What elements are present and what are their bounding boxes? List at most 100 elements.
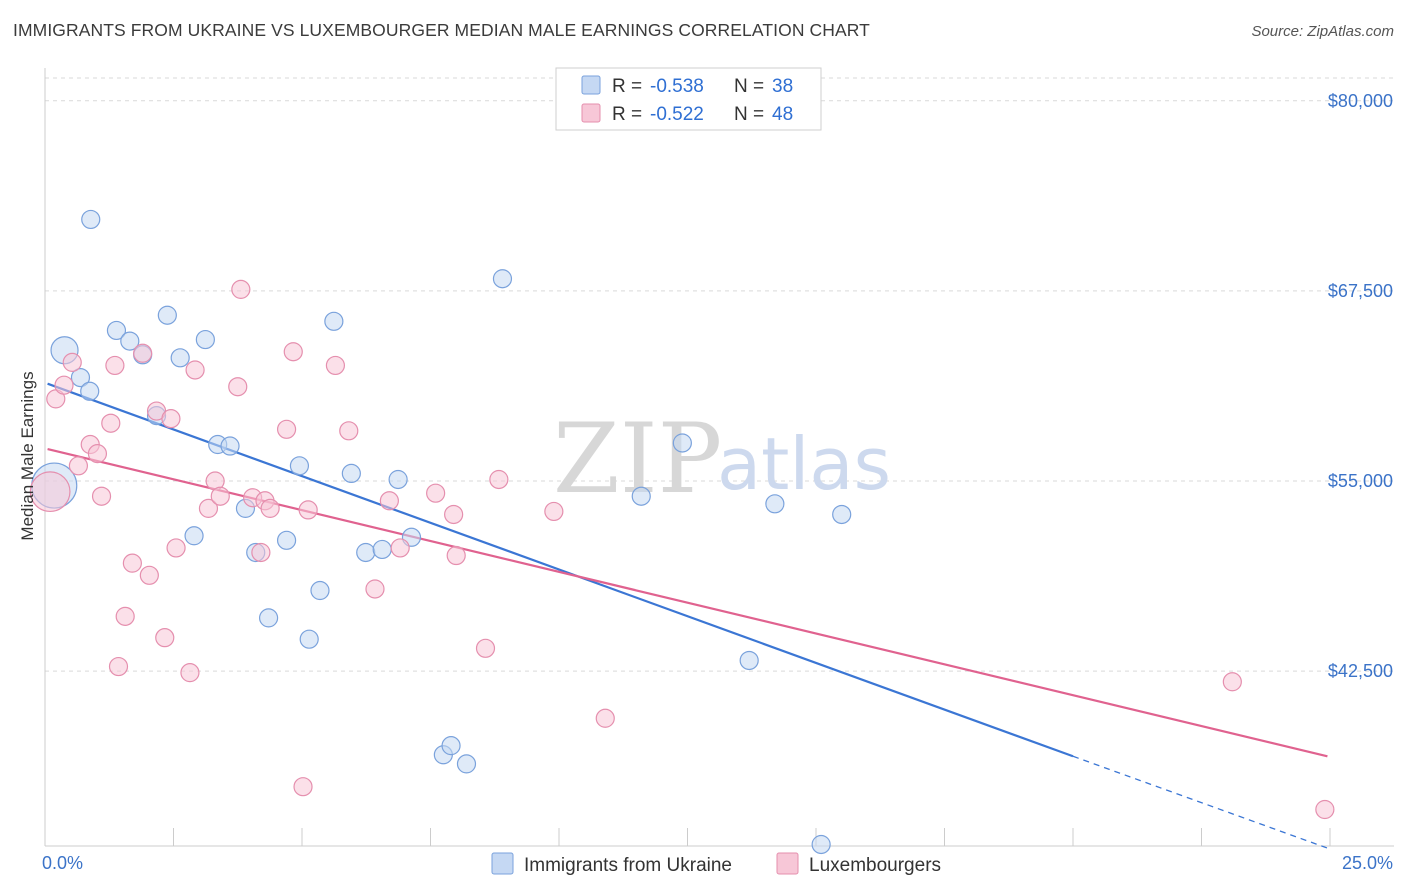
luxembourger-point [390,538,410,558]
ukraine-point [184,526,204,546]
ukraine-point [310,580,330,601]
y-tick-label-2: $67,500 [1328,281,1393,301]
source-credit: Source: ZipAtlas.com [1251,23,1394,40]
luxembourger-point [298,500,318,520]
luxembourger-point [101,413,121,433]
luxembourger-point [251,542,271,563]
ukraine-point [356,542,376,563]
luxembourger-point [446,545,466,566]
legend-swatch-pink [581,103,601,123]
luxembourger-point [228,377,248,397]
ukraine-point [765,494,785,514]
x-tick-label-0: 0.0% [42,853,83,873]
luxembourger-point [426,483,446,503]
luxembourger-point [595,708,615,728]
luxembourger-point [365,579,385,599]
ukraine-point [832,504,852,525]
ukraine-point [299,629,319,649]
axes-layer [44,68,1394,847]
ukraine-point [120,331,140,351]
legend-r-value-2: -0.522 [650,104,704,125]
ukraine-point [739,650,759,671]
ukraine-point [258,608,279,628]
legend-n-label-1: N = [734,76,764,97]
ukraine-point [106,320,127,341]
watermark-atlas: atlas [717,422,891,506]
luxembourger-point [68,456,89,476]
ukraine-point [672,433,692,453]
luxembourger-point [62,352,82,372]
ukraine-point [81,209,101,230]
bottom-legend-label-luxembourgers: Luxembourgers [809,855,941,876]
bottom-legend-label-ukraine: Immigrants from Ukraine [524,855,732,876]
luxembourger-point [283,342,303,362]
series-legend: Immigrants from Ukraine Luxembourgers [491,852,941,876]
ukraine-point [289,456,310,476]
luxembourger-point [115,606,135,626]
ukraine-point [170,348,190,368]
luxembourger-point [91,486,112,506]
luxembourger-point [276,419,297,439]
luxembourger-point [1222,672,1242,692]
luxembourger-point [161,409,181,429]
legend-r-value-1: -0.538 [650,76,704,97]
luxembourger-point [155,628,175,648]
y-tick-labels: $42,500 $55,000 $67,500 $80,000 [1328,91,1393,681]
luxembourger-point [293,777,313,797]
chart-title: IMMIGRANTS FROM UKRAINE VS LUXEMBOURGER … [13,20,870,40]
ukraine-point [388,469,408,490]
luxembourger-point [1315,799,1335,820]
y-axis-label: Median Male Earnings [18,371,37,540]
luxembourger-point [105,355,125,376]
luxembourger-point [339,421,359,441]
y-tick-label-0: $42,500 [1328,661,1393,681]
ukraine-point [220,436,240,456]
luxembourger-point [489,469,509,490]
luxembourger-point [29,471,71,513]
legend-swatch-blue [581,75,601,95]
legend-n-value-1: 38 [772,76,793,97]
ukraine-trend-extension [1072,755,1331,850]
ukraine-point [70,367,91,388]
bottom-legend-swatch-blue [491,852,514,875]
watermark: ZIP atlas [553,403,891,515]
luxembourger-point [475,638,496,658]
ukraine-point [631,486,651,506]
ukraine-point [372,539,392,560]
legend-n-label-2: N = [734,104,764,125]
luxembourger-point [180,663,200,683]
points-layer [29,209,1335,855]
luxembourger-point [139,565,159,585]
luxembourger-point [444,504,464,525]
luxembourger-point [325,355,346,376]
luxembourger-point [379,491,399,511]
luxembourger-point [231,279,251,299]
luxembourger-point [260,498,280,518]
legend-r-label-1: R = [612,76,642,97]
luxembourger-point [544,501,564,522]
luxembourger-point [108,656,129,677]
legend-n-value-2: 48 [772,104,793,125]
luxembourger-point [198,498,219,518]
ukraine-point [492,269,513,289]
ukraine-point [276,530,297,550]
luxembourger-point [133,343,153,363]
ukraine-point [195,329,215,350]
x-tick-label-1: 25.0% [1342,853,1393,873]
ukraine-point [324,311,344,331]
x-tick-labels: 0.0% 25.0% [42,853,1393,873]
luxembourger-point [185,360,205,380]
bottom-legend-swatch-pink [776,852,799,875]
ukraine-point [80,381,100,401]
luxembourger-point [210,486,230,506]
luxembourger-point [54,375,74,395]
luxembourger-point [87,444,108,464]
luxembourger-point [122,553,142,573]
legend-r-label-2: R = [612,104,642,125]
luxembourger-point [166,538,186,558]
stats-legend: R = -0.538 N = 38 R = -0.522 N = 48 [555,67,822,131]
ukraine-point [811,834,831,855]
ukraine-point [441,736,461,756]
ukraine-point [157,305,177,325]
